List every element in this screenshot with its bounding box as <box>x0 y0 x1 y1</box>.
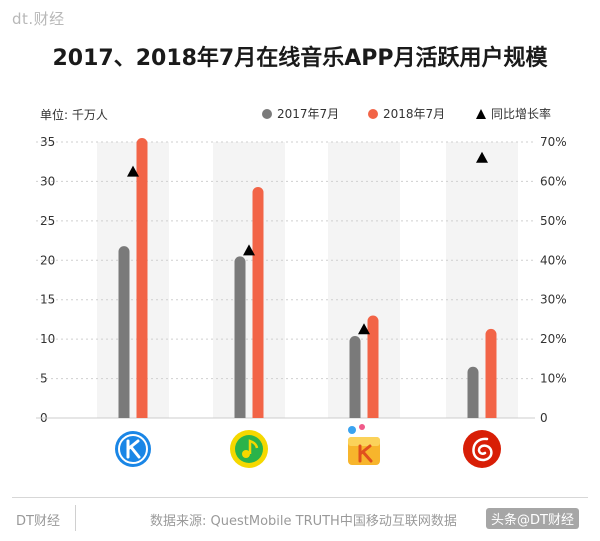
y2-tick-label: 10% <box>540 372 567 386</box>
growth-marker <box>127 165 139 177</box>
watermark: 头条@DT财经 <box>486 508 579 529</box>
bar-base <box>485 412 497 418</box>
y-tick-label: 10 <box>40 332 55 346</box>
y2-tick-label: 70% <box>540 135 567 149</box>
footer-brand: DT财经 <box>16 514 60 529</box>
category-band <box>446 142 518 418</box>
growth-marker <box>243 244 255 256</box>
footer-divider <box>12 497 588 498</box>
bar-2018 <box>367 315 379 418</box>
legend-item-2017: 2017年7月 <box>262 105 339 122</box>
kugou-icon <box>115 431 151 467</box>
legend-label-2017: 2017年7月 <box>277 107 340 121</box>
legend-item-2018: 2018年7月 <box>368 105 445 122</box>
y-tick-label: 15 <box>40 293 55 307</box>
y2-tick-label: 60% <box>540 174 567 188</box>
bar-base <box>136 412 148 418</box>
bar-2017 <box>349 335 361 418</box>
legend: 2017年7月 2018年7月 同比增长率 <box>262 105 580 125</box>
y2-tick-label: 30% <box>540 293 567 307</box>
y2-tick-label: 0 <box>540 411 548 425</box>
chart-title: 2017、2018年7月在线音乐APP月活跃用户规模 <box>52 46 548 71</box>
bar-base <box>252 412 264 418</box>
bar-2017 <box>234 256 246 418</box>
y-tick-label: 30 <box>40 174 55 188</box>
bar-base <box>118 412 130 418</box>
growth-marker <box>476 151 488 163</box>
legend-item-growth: 同比增长率 <box>476 105 551 122</box>
growth-marker <box>358 323 370 335</box>
footer-separator <box>75 505 76 531</box>
y2-tick-label: 40% <box>540 253 567 267</box>
y2-tick-label: 20% <box>540 332 567 346</box>
bar-base <box>467 412 479 418</box>
bar-2018 <box>136 138 148 419</box>
bar-base <box>349 412 361 418</box>
y-axis-unit-label: 单位: 千万人 <box>40 108 108 122</box>
y-tick-label: 20 <box>40 253 55 267</box>
bar-2017 <box>467 366 479 418</box>
netease-icon <box>463 430 501 468</box>
y-tick-label: 25 <box>40 214 55 228</box>
y-tick-label: 5 <box>40 372 48 386</box>
legend-triangle-icon <box>476 108 486 119</box>
category-band <box>328 142 400 418</box>
y2-tick-label: 50% <box>540 214 567 228</box>
y-tick-label: 35 <box>40 135 55 149</box>
category-band <box>213 142 285 418</box>
qqmusic-icon <box>230 430 268 468</box>
bar-base <box>367 412 379 418</box>
legend-swatch-2017 <box>262 108 272 119</box>
category-band <box>97 142 169 418</box>
legend-label-growth: 同比增长率 <box>491 107 552 121</box>
kuwo-icon <box>348 424 380 465</box>
bar-2018 <box>252 186 264 418</box>
footer-source: 数据来源: QuestMobile TRUTH中国移动互联网数据 <box>150 514 457 529</box>
brand-logo: dt.财经 <box>12 10 65 28</box>
bar-base <box>234 412 246 418</box>
bar-2018 <box>485 328 497 418</box>
bar-2017 <box>118 246 130 418</box>
legend-swatch-2018 <box>368 108 378 119</box>
legend-label-2018: 2018年7月 <box>383 107 446 121</box>
